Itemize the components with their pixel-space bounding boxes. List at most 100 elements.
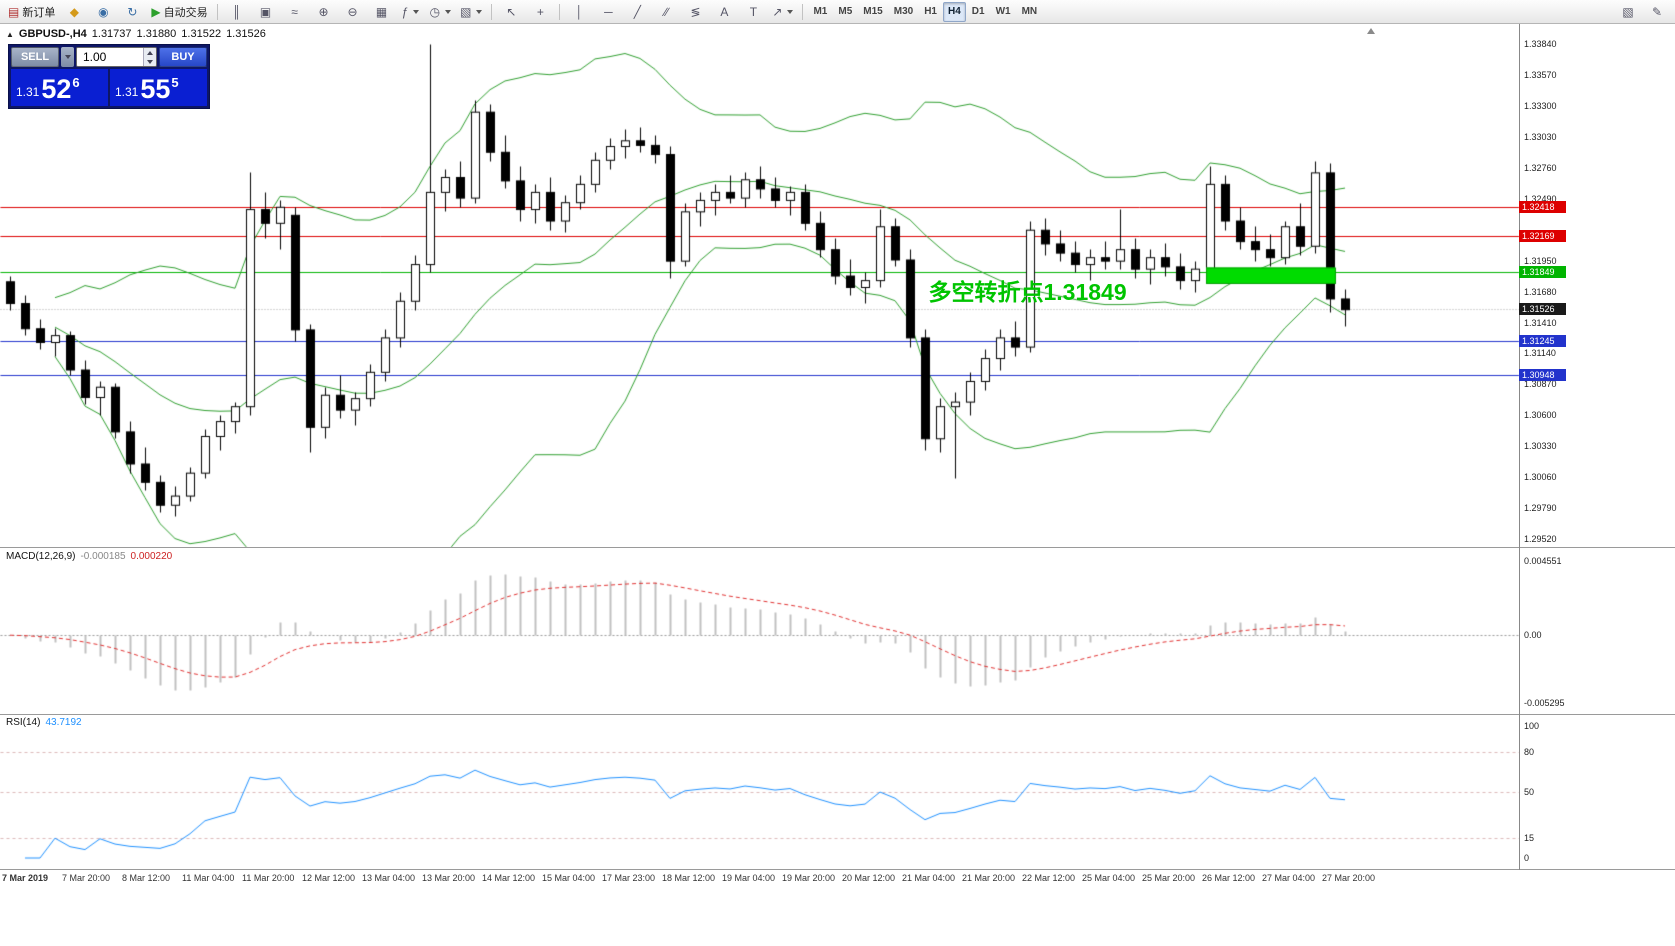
customize-toolbar-icon: ✎	[1651, 4, 1663, 19]
refresh-button[interactable]: ↻	[118, 1, 146, 23]
new-order-button[interactable]: ▤ 新订单	[4, 1, 59, 23]
indicators-caret-icon	[413, 9, 420, 14]
time-axis-label: 17 Mar 23:00	[602, 873, 656, 883]
chart-macd-divider[interactable]	[0, 547, 1675, 548]
indicators-button[interactable]: ƒ	[397, 1, 425, 23]
time-axis-label: 7 Mar 20:00	[62, 873, 111, 883]
templates-icon: ▧	[460, 4, 472, 19]
arrows-caret-icon	[787, 9, 794, 14]
buy-price-panel[interactable]: 1.31 55 5	[110, 69, 207, 106]
tile-windows-icon: ▦	[375, 4, 388, 19]
equidistant-channel-button[interactable]: ∕∕	[652, 1, 680, 23]
sell-price-big: 52	[41, 74, 72, 105]
vertical-line-button[interactable]: │	[565, 1, 593, 23]
time-axis-label: 11 Mar 20:00	[242, 873, 295, 883]
toolbar-separator	[216, 3, 218, 20]
timeframe-h4-button[interactable]: H4	[942, 1, 966, 22]
one-click-trading-button[interactable]: ◆	[60, 1, 88, 23]
periods-button[interactable]: ◷	[426, 1, 455, 23]
vertical-line-icon: │	[575, 4, 584, 19]
price-axis-tick: 1.31140	[1524, 348, 1556, 359]
buy-price-big: 55	[140, 74, 171, 105]
sell-price-panel[interactable]: 1.31 52 6	[11, 69, 108, 106]
templates-button[interactable]: ▧	[456, 1, 486, 23]
time-axis-label: 27 Mar 20:00	[1322, 873, 1376, 883]
market-watch-button[interactable]: ◉	[89, 1, 117, 23]
timeframe-m5-button[interactable]: M5	[838, 6, 853, 17]
candlestick-mode-icon: ▣	[259, 4, 272, 19]
time-axis-label: 27 Mar 04:00	[1262, 873, 1316, 883]
rsi-header: RSI(14) 43.7192	[6, 717, 82, 728]
arrows-button[interactable]: ↗	[768, 1, 797, 23]
toolbar: ▤ 新订单 ◆ ◉ ↻ ▶ 自动交易 ║ ▣ ≈ ⊕ ⊖ ▦ ƒ ◷ ▧ ↖ + │ ─ ╱ ∕∕ ≶ A T ↗ M1 M5 M15 M…	[0, 0, 1675, 24]
time-axis-label: 13 Mar 04:00	[362, 873, 416, 883]
time-axis-label: 11 Mar 04:00	[182, 873, 235, 883]
macd-rsi-divider[interactable]	[0, 714, 1675, 715]
text-icon: A	[720, 4, 729, 19]
time-axis-label: 12 Mar 12:00	[302, 873, 356, 883]
low-value: 1.31522	[181, 28, 222, 40]
timeframe-w1-button[interactable]: W1	[995, 6, 1011, 17]
macd-header: MACD(12,26,9) -0.000185 0.000220	[6, 551, 172, 562]
bar-chart-mode-button[interactable]: ║	[223, 1, 251, 23]
order-type-dropdown[interactable]	[61, 47, 74, 67]
chart-shift-marker[interactable]	[1367, 28, 1375, 34]
price-tag-1.31245[interactable]: 1.31245	[1519, 335, 1566, 348]
volume-down-button[interactable]	[144, 57, 156, 66]
price-tag-1.31849[interactable]: 1.31849	[1519, 266, 1566, 279]
time-axis-label: 22 Mar 12:00	[1022, 873, 1076, 883]
time-axis-label: 13 Mar 20:00	[422, 873, 476, 883]
one-click-trading-icon: ◆	[69, 4, 79, 19]
zoom-in-icon: ⊕	[318, 4, 329, 19]
chevron-up-icon	[147, 50, 153, 55]
line-chart-mode-button[interactable]: ≈	[281, 1, 309, 23]
annotation-turning-point[interactable]: 多空转折点1.31849	[928, 279, 1127, 305]
text-label-button[interactable]: T	[739, 1, 767, 23]
rsi-axis-100: 100	[1524, 721, 1540, 731]
price-axis-tick: 1.33030	[1524, 131, 1557, 142]
candlestick-mode-button[interactable]: ▣	[252, 1, 280, 23]
price-tag-1.32169[interactable]: 1.32169	[1519, 229, 1566, 242]
timeframe-m30-button[interactable]: M30	[893, 6, 914, 17]
chart-search-button[interactable]: ▧	[1614, 1, 1642, 23]
rsi-timeaxis-divider	[0, 869, 1675, 870]
time-axis-label: 15 Mar 04:00	[542, 873, 596, 883]
toolbar-separator	[559, 3, 561, 20]
price-axis-tick: 1.33570	[1524, 69, 1557, 80]
timeframe-d1-button[interactable]: D1	[971, 6, 985, 17]
zoom-out-button[interactable]: ⊖	[339, 1, 367, 23]
price-tag-1.30948[interactable]: 1.30948	[1519, 369, 1566, 382]
rsi-axis-50: 50	[1524, 787, 1535, 797]
macd-main-value: -0.000185	[80, 551, 126, 562]
price-axis-tick: 1.30330	[1524, 441, 1557, 452]
timeframe-m15-button[interactable]: M15	[863, 6, 883, 17]
auto-trading-icon: ▶	[151, 4, 161, 19]
auto-trading-button[interactable]: ▶ 自动交易	[147, 1, 211, 23]
cursor-button[interactable]: ↖	[497, 1, 525, 23]
one-click-toggle-icon[interactable]: ▲	[6, 29, 14, 39]
timeframe-h1-button[interactable]: H1	[924, 6, 937, 17]
tile-windows-button[interactable]: ▦	[368, 1, 396, 23]
price-axis-tick: 1.32760	[1524, 162, 1557, 173]
sell-button[interactable]: SELL	[11, 47, 59, 67]
crosshair-button[interactable]: +	[526, 1, 554, 23]
customize-toolbar-button[interactable]: ✎	[1643, 1, 1671, 23]
zoom-in-button[interactable]: ⊕	[310, 1, 338, 23]
horizontal-line-button[interactable]: ─	[594, 1, 622, 23]
buy-button[interactable]: BUY	[159, 47, 207, 67]
volume-up-button[interactable]	[144, 48, 156, 57]
chart-search-icon: ▧	[1622, 4, 1634, 19]
trendline-button[interactable]: ╱	[623, 1, 651, 23]
volume-input[interactable]	[77, 48, 143, 66]
text-button[interactable]: A	[710, 1, 738, 23]
fibonacci-button[interactable]: ≶	[681, 1, 709, 23]
chart-ohlc-header: ▲ GBPUSD-,H4 1.31737 1.31880 1.31522 1.3…	[6, 28, 266, 40]
toolbar-right-group: ▧ ✎	[1614, 1, 1671, 23]
price-tag-1.31526[interactable]: 1.31526	[1519, 303, 1566, 316]
volume-stepper[interactable]	[143, 48, 156, 66]
chevron-down-icon	[64, 55, 71, 59]
timeframe-mn-button[interactable]: MN	[1021, 6, 1038, 17]
price-tag-1.32418[interactable]: 1.32418	[1519, 201, 1566, 213]
timeframe-m1-button[interactable]: M1	[813, 6, 828, 17]
